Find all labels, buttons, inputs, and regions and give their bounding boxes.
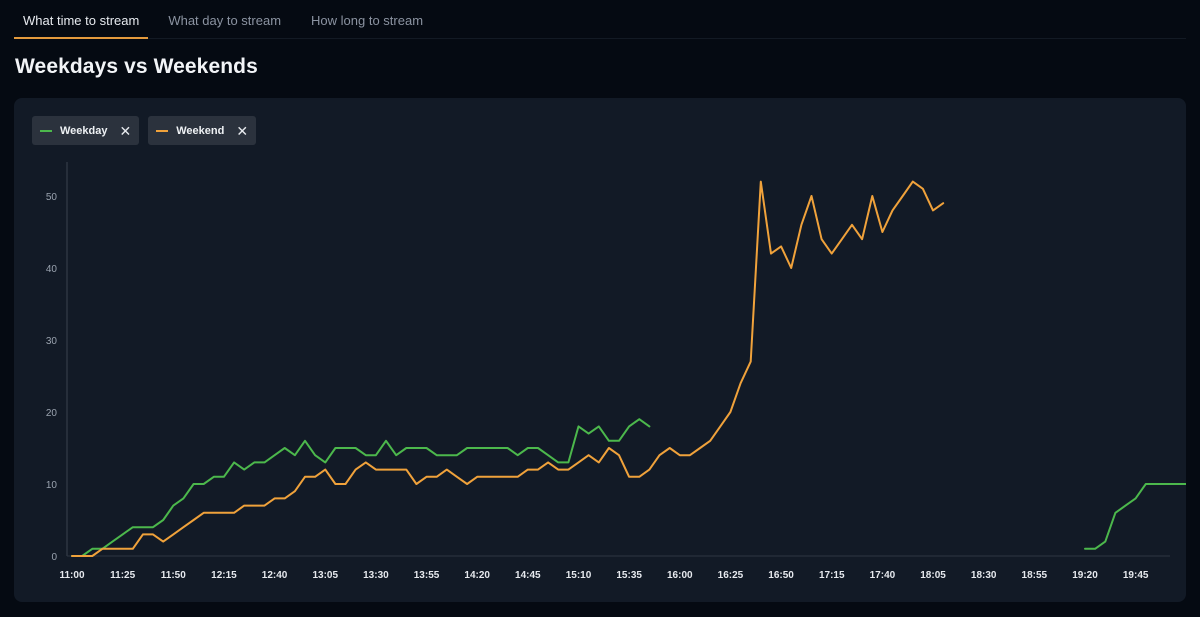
tab-what-day-to-stream[interactable]: What day to stream xyxy=(168,13,282,28)
y-tick-label: 10 xyxy=(46,480,58,491)
x-tick-label: 11:00 xyxy=(59,570,84,581)
weekday-swatch xyxy=(40,129,52,132)
legend-chip-weekend[interactable]: Weekend ✕ xyxy=(148,116,257,145)
x-tick-label: 12:15 xyxy=(211,570,237,581)
x-tick-label: 17:15 xyxy=(819,570,845,581)
x-tick-label: 15:35 xyxy=(616,570,642,581)
x-tick-label: 12:40 xyxy=(262,570,288,581)
weekend-swatch xyxy=(156,129,169,132)
x-tick-label: 11:50 xyxy=(161,570,186,581)
x-tick-label: 15:10 xyxy=(566,570,592,581)
y-tick-label: 30 xyxy=(46,336,58,347)
chart-card: 0 10 20 30 40 50 11:00 11:25 11:50 12:15 12:40 13:0… xyxy=(14,98,1186,602)
legend-chip-weekday[interactable]: Weekday ✕ xyxy=(32,116,140,145)
y-tick-label: 20 xyxy=(46,408,58,419)
x-tick-label: 17:40 xyxy=(870,570,896,581)
x-tick-label: 16:25 xyxy=(718,570,744,581)
y-tick-label: 40 xyxy=(46,264,58,275)
x-tick-label: 13:30 xyxy=(363,570,389,581)
tab-bar: What time to stream What day to stream H… xyxy=(14,0,1186,39)
x-tick-label: 18:05 xyxy=(920,570,946,581)
series-line-weekday xyxy=(1084,483,1186,550)
tab-what-time-to-stream[interactable]: What time to stream xyxy=(14,0,149,39)
close-icon[interactable]: ✕ xyxy=(236,122,249,139)
x-tick-label: 19:45 xyxy=(1123,570,1149,581)
x-tick-label: 13:05 xyxy=(312,570,338,581)
x-tick-label: 11:25 xyxy=(110,570,135,581)
close-icon[interactable]: ✕ xyxy=(119,122,132,139)
x-tick-label: 16:00 xyxy=(667,570,693,581)
series-line-weekday xyxy=(71,418,651,557)
x-tick-label: 14:20 xyxy=(464,570,490,581)
y-tick-label: 50 xyxy=(46,192,58,203)
legend: Weekday ✕ Weekend ✕ xyxy=(32,116,257,145)
x-tick-label: 14:45 xyxy=(515,570,541,581)
y-tick-label: 0 xyxy=(51,552,57,563)
x-tick-label: 18:55 xyxy=(1022,570,1048,581)
x-tick-label: 18:30 xyxy=(971,570,997,581)
line-chart: 0 10 20 30 40 50 11:00 11:25 11:50 12:15 12:40 13:0… xyxy=(46,162,1186,581)
x-tick-label: 16:50 xyxy=(768,570,794,581)
tab-how-long-to-stream[interactable]: How long to stream xyxy=(311,13,424,28)
series-line-weekend xyxy=(71,180,945,557)
legend-label-weekday: Weekday xyxy=(60,124,108,137)
legend-label-weekend: Weekend xyxy=(176,124,225,137)
page-title: Weekdays vs Weekends xyxy=(15,55,258,78)
x-tick-label: 19:20 xyxy=(1072,570,1098,581)
x-tick-label: 13:55 xyxy=(414,570,440,581)
